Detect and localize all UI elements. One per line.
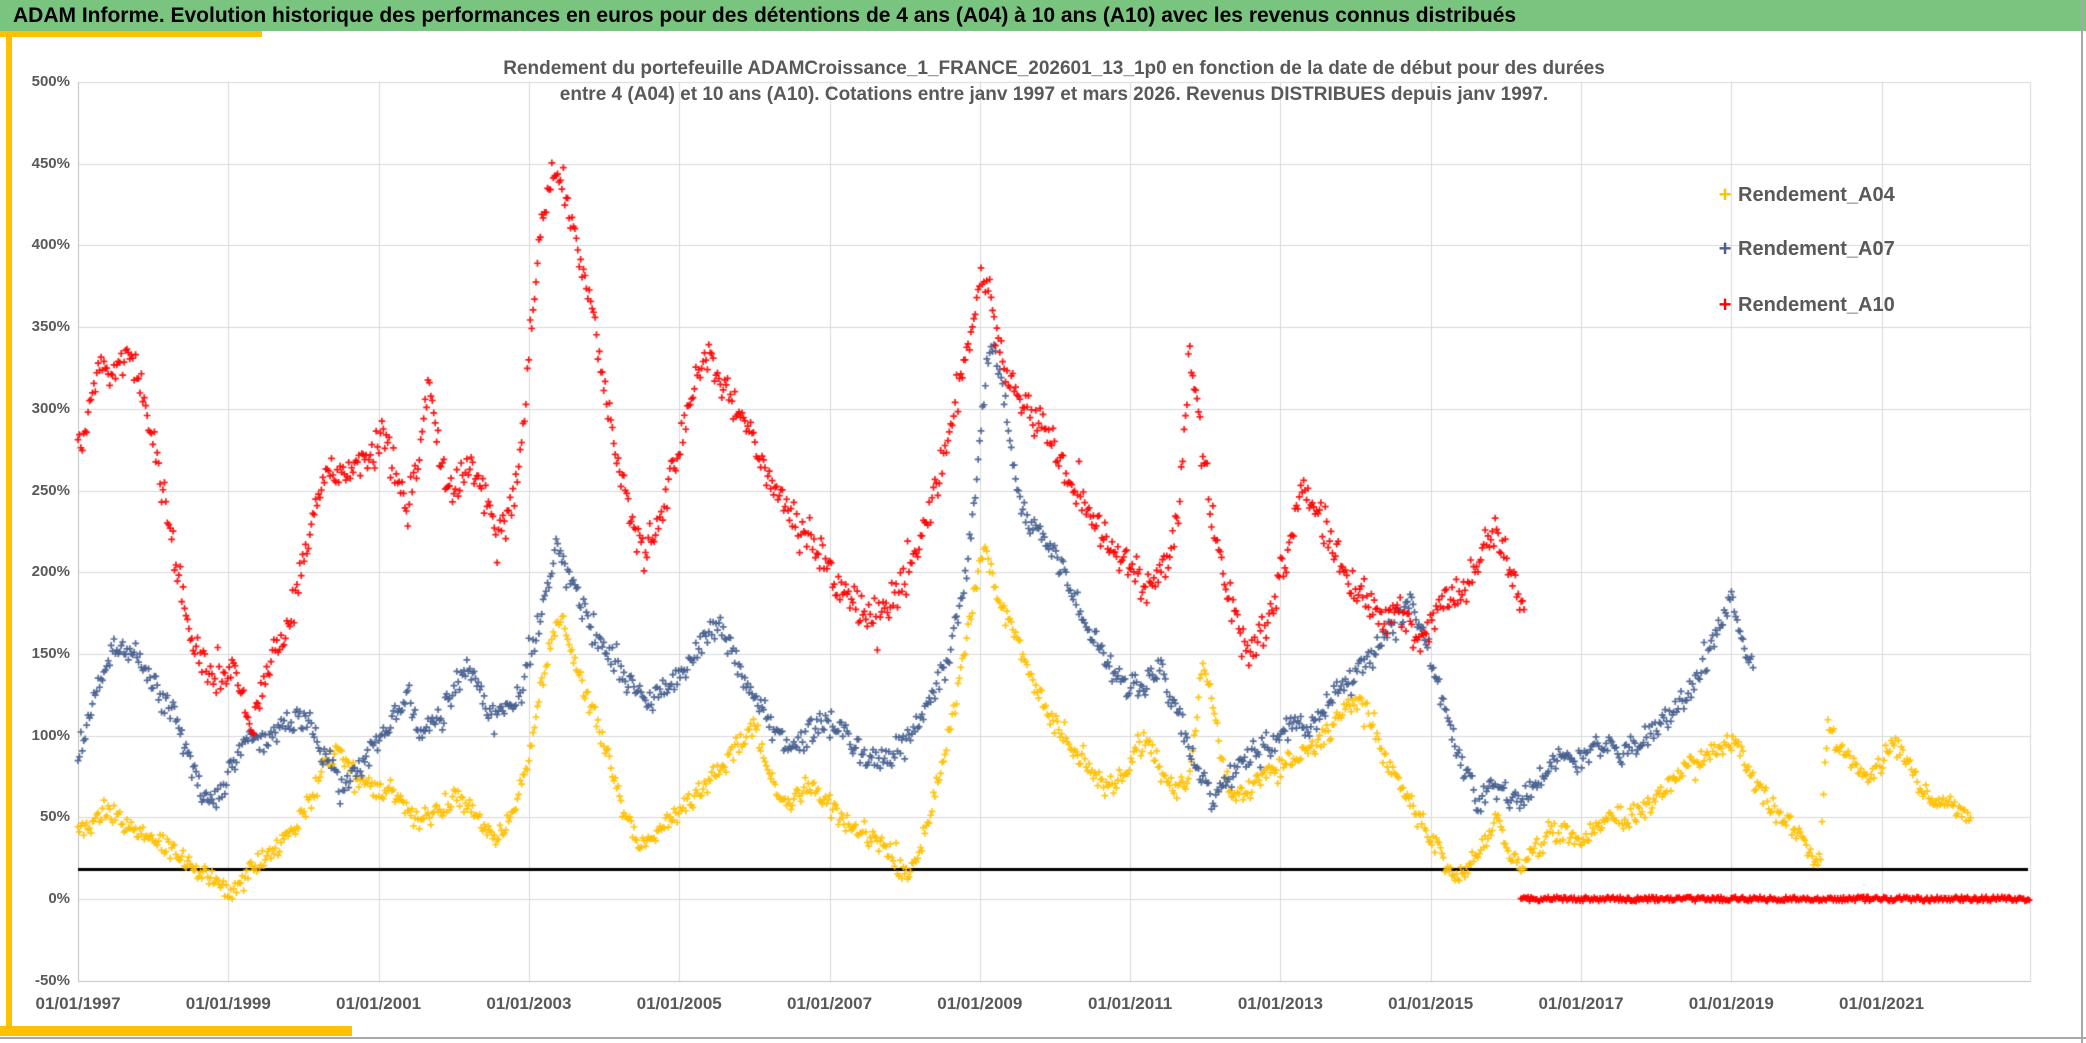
y-axis-tick-label: 200% (31, 563, 70, 581)
y-axis-tick-label: 300% (31, 399, 70, 417)
y-axis-tick-label: 400% (31, 236, 70, 254)
legend-item-rendement-a04[interactable]: + Rendement_A04 (1712, 180, 1895, 210)
header-bar: ADAM Informe. Evolution historique des p… (0, 0, 2086, 31)
x-axis-tick-label: 01/01/1997 (35, 994, 121, 1013)
bottom-window-border (0, 1037, 2086, 1039)
left-accent-strip (6, 37, 12, 1026)
x-axis-tick-label: 01/01/2017 (1538, 994, 1624, 1013)
y-axis-tick-label: 500% (31, 73, 70, 90)
bottom-accent-bar (0, 1026, 352, 1036)
legend-item-rendement-a10[interactable]: + Rendement_A10 (1712, 290, 1895, 320)
right-window-border (2081, 0, 2083, 1043)
chart-title: Rendement du portefeuille ADAMCroissance… (78, 56, 2030, 108)
x-axis-tick-label: 01/01/2021 (1839, 994, 1925, 1013)
x-axis-tick-label: 01/01/2009 (937, 994, 1023, 1013)
y-axis-tick-label: 250% (31, 481, 70, 499)
legend-label: Rendement_A07 (1738, 237, 1895, 260)
x-axis-tick-label: 01/01/2019 (1688, 994, 1774, 1013)
plus-marker-icon: + (1718, 236, 1732, 261)
plus-marker-icon: + (1718, 182, 1732, 207)
x-axis-tick-label: 01/01/1999 (185, 994, 271, 1013)
plus-marker-icon: + (1718, 292, 1732, 317)
header-title: ADAM Informe. Evolution historique des p… (13, 4, 1517, 27)
x-axis-tick-label: 01/01/2001 (336, 994, 422, 1013)
chart-title-line1: Rendement du portefeuille ADAMCroissance… (503, 58, 1605, 79)
x-axis-tick-label: 01/01/2007 (786, 994, 873, 1013)
chart-title-line2: entre 4 (A04) et 10 ans (A10). Cotations… (559, 84, 1549, 105)
x-axis-tick-label: 01/01/2015 (1388, 994, 1474, 1013)
legend-label: Rendement_A04 (1738, 183, 1895, 206)
y-axis-tick-label: 50% (39, 808, 70, 826)
x-axis-tick-label: 01/01/2005 (636, 994, 722, 1013)
x-axis-tick-label: 01/01/2011 (1088, 994, 1173, 1013)
y-axis-tick-label: 450% (31, 154, 70, 172)
accent-underline (0, 31, 262, 37)
x-axis-tick-label: 01/01/2003 (486, 994, 572, 1013)
y-axis-tick-label: 100% (31, 726, 70, 744)
y-axis-tick-label: 150% (31, 644, 70, 662)
y-axis-tick-label: 350% (31, 318, 70, 336)
y-axis-tick-label: 0% (48, 890, 70, 907)
legend-label: Rendement_A10 (1738, 293, 1895, 316)
x-axis-tick-label: 01/01/2013 (1237, 994, 1323, 1013)
y-axis-tick-label: -50% (34, 971, 70, 989)
legend-item-rendement-a07[interactable]: + Rendement_A07 (1712, 234, 1895, 264)
